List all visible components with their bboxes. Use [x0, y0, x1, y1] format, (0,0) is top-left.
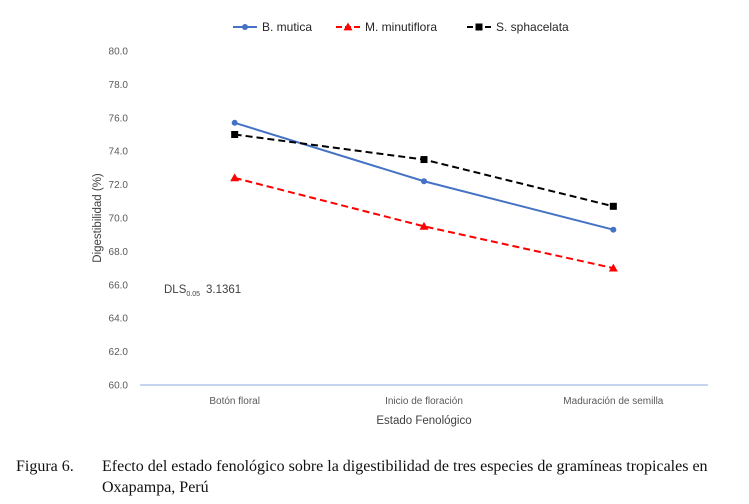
series-line-m-minutiflora	[234, 176, 614, 270]
data-point	[419, 221, 429, 230]
y-axis-ticks: 60.0 62.0 64.0 66.0 68.0 70.0 72.0 74.0 76.0 78.0…	[109, 47, 129, 392]
data-point	[421, 178, 427, 185]
series-b-mutica	[231, 119, 617, 233]
legend-marker	[343, 22, 353, 31]
legend-item: B. mutica	[233, 20, 312, 34]
legend-label: M. minutiflora	[365, 20, 437, 34]
series-s-sphacelata	[231, 131, 617, 210]
x-tick-label: Botón floral	[209, 396, 260, 407]
y-tick-label: 72.0	[109, 180, 129, 191]
y-tick-label: 64.0	[109, 314, 129, 325]
data-point	[610, 226, 617, 233]
y-tick-label: 76.0	[109, 113, 129, 124]
x-axis-title: Estado Fenológico	[376, 415, 471, 427]
dls-annotation: DLS0.05 3.1361	[164, 284, 241, 298]
dls-label: DLS	[164, 284, 187, 296]
legend-label: B. mutica	[262, 20, 312, 34]
y-axis-title: Digestibilidad (%)	[92, 173, 104, 263]
y-tick-label: 62.0	[109, 347, 129, 358]
legend-marker	[242, 24, 248, 30]
data-point	[231, 119, 238, 126]
legend: B. mutica M. minutiflora S. sphacelata	[233, 20, 569, 34]
x-axis-ticks: Botón floral Inicio de floración Maduració…	[209, 396, 663, 407]
y-tick-label: 78.0	[109, 80, 129, 91]
legend-item: M. minutiflora	[336, 20, 437, 34]
y-tick-label: 60.0	[109, 381, 129, 392]
dls-subscript: 0.05	[186, 291, 200, 298]
data-point	[609, 202, 617, 210]
data-point	[230, 173, 240, 182]
data-point	[231, 131, 239, 138]
series-layer	[230, 119, 618, 272]
legend-marker	[475, 23, 483, 31]
y-tick-label: 66.0	[109, 280, 129, 291]
y-tick-label: 74.0	[109, 147, 129, 158]
legend-item: S. sphacelata	[467, 20, 569, 34]
caption-text: Efecto del estado fenológico sobre la di…	[102, 458, 708, 496]
series-m-minutiflora	[230, 173, 618, 272]
data-point	[608, 263, 618, 272]
y-tick-label: 68.0	[109, 247, 129, 258]
series-line-b-mutica	[234, 121, 614, 231]
y-tick-label: 70.0	[109, 214, 129, 225]
caption-label: Figura 6.	[16, 458, 74, 475]
x-tick-label: Maduración de semilla	[563, 396, 663, 407]
dls-value: 3.1361	[206, 284, 241, 296]
y-tick-label: 80.0	[109, 47, 129, 58]
data-point	[420, 156, 428, 164]
series-line-s-sphacelata	[234, 133, 614, 208]
x-tick-label: Inicio de floración	[385, 396, 463, 407]
legend-label: S. sphacelata	[496, 20, 569, 34]
